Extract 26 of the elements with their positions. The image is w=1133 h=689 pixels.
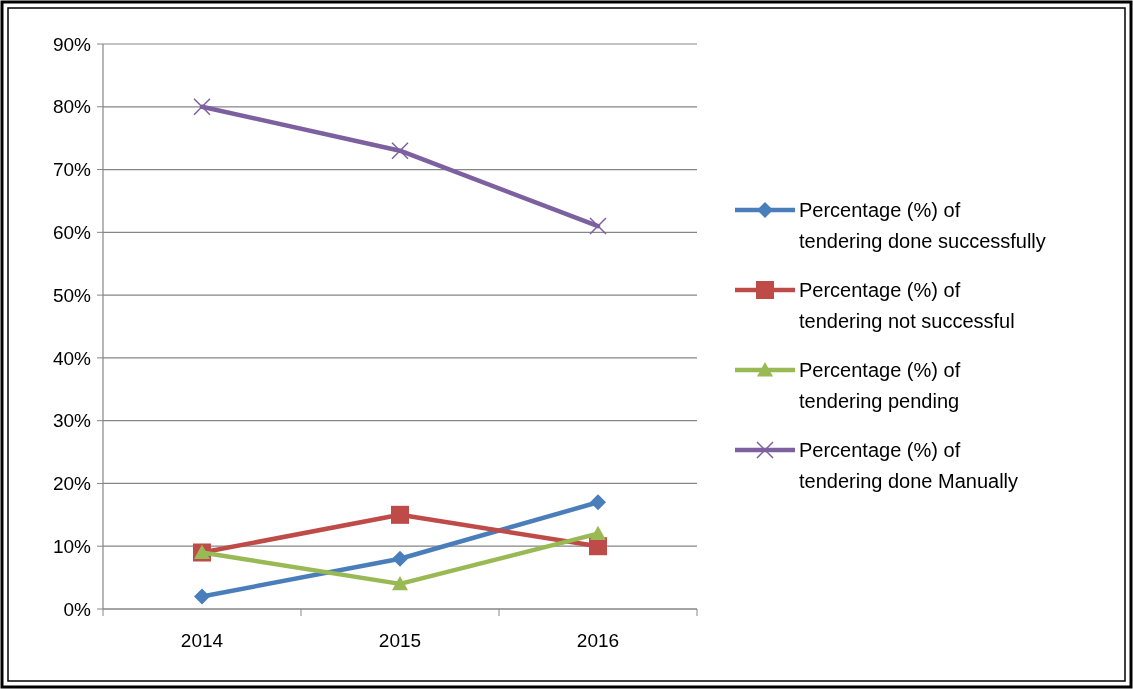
y-tick-label: 40% xyxy=(52,347,92,369)
point xyxy=(193,98,211,116)
y-tick-label: 70% xyxy=(52,159,92,181)
y-tick-label: 20% xyxy=(52,473,92,495)
y-tick-label: 0% xyxy=(63,598,92,620)
point xyxy=(194,588,210,605)
legend-label: Percentage (%) of tendering pending xyxy=(799,359,961,412)
y-tick-label: 60% xyxy=(52,221,92,243)
legend-label: Percentage (%) of tendering done successfully xyxy=(799,199,1046,252)
point xyxy=(391,505,409,524)
point xyxy=(590,525,606,541)
point xyxy=(392,575,408,591)
y-tick-label: 50% xyxy=(52,284,92,306)
x-tick-label: 2016 xyxy=(576,630,620,651)
point xyxy=(590,494,606,511)
y-tick-label: 90% xyxy=(52,33,92,55)
point xyxy=(589,217,607,235)
x-tick-label: 2015 xyxy=(378,630,422,651)
legend-label: Percentage (%) of tendering not successful xyxy=(799,279,1015,332)
x-tick-label: 2014 xyxy=(180,630,224,651)
y-tick-label: 10% xyxy=(52,535,92,557)
point xyxy=(392,550,408,567)
y-tick-label: 80% xyxy=(52,96,92,118)
y-tick-label: 30% xyxy=(52,410,92,432)
legend-label: Percentage (%) of tendering done Manually xyxy=(799,439,1019,492)
point xyxy=(391,141,409,160)
